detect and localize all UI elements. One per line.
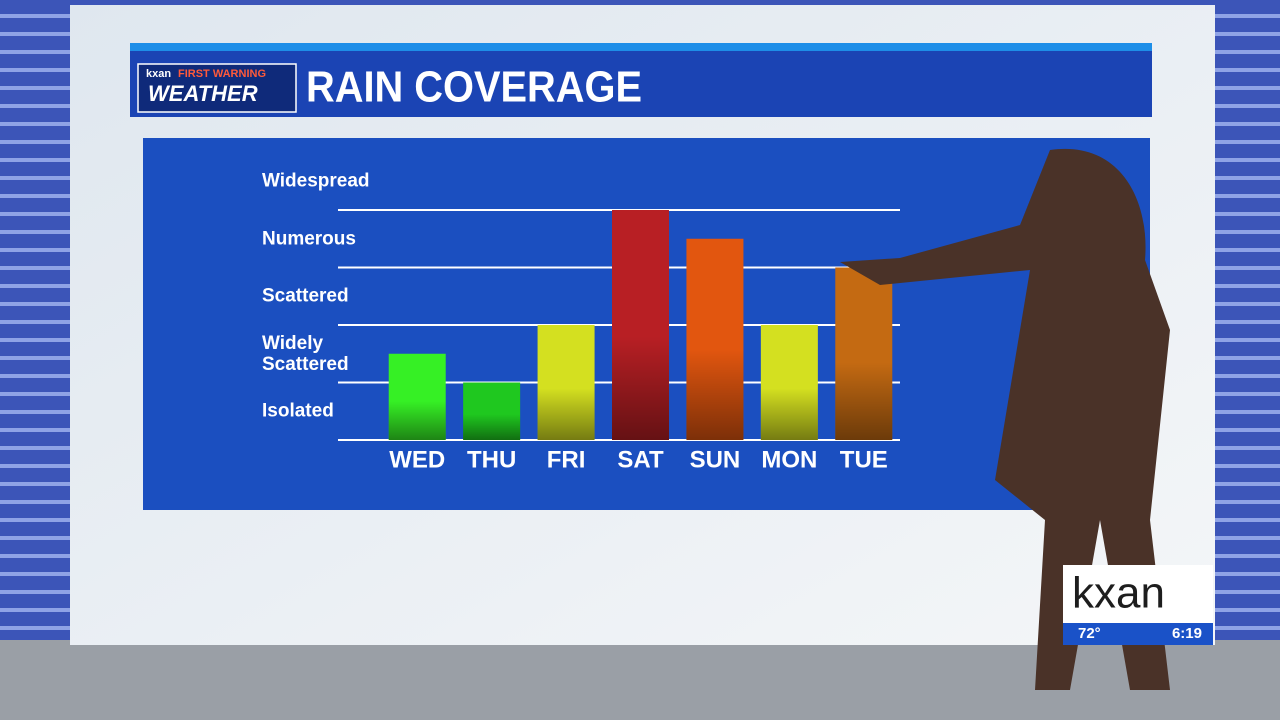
y-tick-label: Scattered	[262, 285, 349, 307]
chart-title: RAIN COVERAGE	[306, 63, 642, 112]
bar-shade	[537, 325, 595, 440]
bug-temperature: 72°	[1078, 625, 1101, 642]
y-tick-label: Isolated	[262, 400, 334, 422]
bug-time: 6:19	[1172, 625, 1202, 642]
x-tick-label: WED	[389, 446, 445, 473]
bug-box	[1063, 565, 1213, 623]
logo-line2: WEATHER	[148, 81, 258, 106]
bug-station: kxan	[1072, 569, 1165, 618]
bar-shade	[835, 267, 893, 440]
floor	[0, 640, 1280, 720]
x-tick-label: TUE	[840, 446, 888, 473]
bar-shade	[760, 325, 818, 440]
x-tick-label: SAT	[617, 446, 664, 473]
logo-line1: FIRST WARNING	[178, 68, 266, 80]
presenter	[840, 148, 1170, 690]
bug-strip	[1063, 623, 1213, 645]
logo-station: kxan	[146, 68, 171, 80]
x-tick-label: FRI	[547, 446, 586, 473]
x-tick-label: THU	[467, 446, 516, 473]
x-tick-label: MON	[761, 446, 817, 473]
bar-shade	[686, 238, 744, 440]
y-tick-label: Numerous	[262, 228, 356, 250]
y-tick-label: Widespread	[262, 170, 370, 192]
bar-shade	[388, 353, 446, 440]
bar-shade	[612, 210, 669, 440]
logo-badge	[137, 63, 297, 113]
header-bar	[130, 51, 1152, 117]
bar-shade	[463, 382, 521, 440]
x-tick-label: SUN	[690, 446, 741, 473]
header-strip	[130, 43, 1152, 51]
y-tick-label: Widely Scattered	[262, 332, 349, 375]
